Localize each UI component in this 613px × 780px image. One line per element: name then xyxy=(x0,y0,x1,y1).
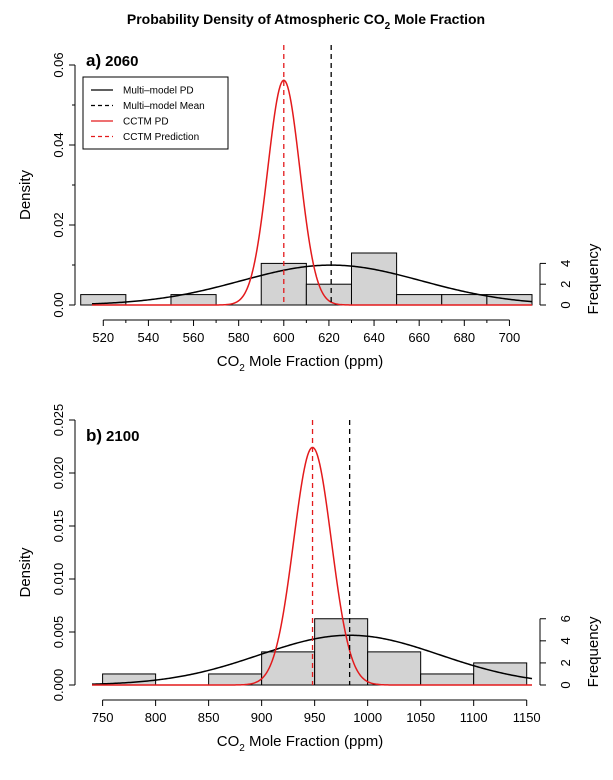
y-tick-label: 0.06 xyxy=(51,52,66,77)
freq-tick-label: 0 xyxy=(558,301,573,308)
x-tick-label: 680 xyxy=(453,330,475,345)
x-tick-label: 700 xyxy=(499,330,521,345)
freq-axis-title: Frequency xyxy=(585,616,602,687)
legend-label: CCTM Prediction xyxy=(123,132,199,143)
y-tick-label: 0.005 xyxy=(51,616,66,649)
histogram-bar xyxy=(305,283,352,306)
freq-tick-label: 6 xyxy=(558,615,573,622)
histogram-bar xyxy=(473,662,528,686)
x-tick-label: 800 xyxy=(145,710,167,725)
y-axis-title: Density xyxy=(17,547,34,598)
panel-2100: 750 800 850 900 950 1000 1050 1100 1150 0.000 0.00… xyxy=(17,404,602,754)
histogram-bar xyxy=(350,252,398,306)
legend-label: Multi–model Mean xyxy=(123,101,205,112)
x-tick-label: 620 xyxy=(318,330,340,345)
x-tick-label: 900 xyxy=(251,710,273,725)
freq-tick-label: 0 xyxy=(558,681,573,688)
legend-label: CCTM PD xyxy=(123,117,169,128)
y-tick-label: 0.010 xyxy=(51,563,66,596)
y-axis-title: Density xyxy=(17,169,34,220)
histogram-bar xyxy=(441,294,488,306)
x-tick-label: 560 xyxy=(183,330,205,345)
histogram-bar xyxy=(420,673,475,686)
y-tick-label: 0.000 xyxy=(51,669,66,702)
x-tick-label: 540 xyxy=(138,330,160,345)
y-tick-label: 0.02 xyxy=(51,212,66,237)
panel-2060: 520 540 560 580 600 620 640 660 680 700 0.00 0.02 0.… xyxy=(17,45,602,374)
x-tick-label: 640 xyxy=(363,330,385,345)
x-tick-label: 750 xyxy=(92,710,114,725)
y-tick-label: 0.015 xyxy=(51,510,66,543)
x-tick-label: 950 xyxy=(304,710,326,725)
histogram-bar xyxy=(367,651,422,686)
y-tick-label: 0.00 xyxy=(51,292,66,317)
panel-label: a) 2060 xyxy=(86,51,139,70)
legend: Multi–model PD Multi–model Mean CCTM PD CCT… xyxy=(82,76,229,150)
freq-axis-title: Frequency xyxy=(585,243,602,314)
freq-tick-label: 2 xyxy=(558,281,573,288)
y-tick-label: 0.04 xyxy=(51,132,66,157)
legend-label: Multi–model PD xyxy=(123,86,194,97)
x-tick-label: 1050 xyxy=(406,710,435,725)
x-tick-label: 600 xyxy=(273,330,295,345)
panel-label: b) 2100 xyxy=(86,426,139,445)
x-axis-title: CO2 Mole Fraction (ppm) xyxy=(217,353,383,374)
x-tick-label: 850 xyxy=(198,710,220,725)
freq-tick-label: 4 xyxy=(558,637,573,644)
histogram-bar xyxy=(396,294,443,306)
freq-tick-label: 2 xyxy=(558,659,573,666)
x-tick-label: 1000 xyxy=(353,710,382,725)
x-tick-label: 580 xyxy=(228,330,250,345)
y-tick-label: 0.020 xyxy=(51,457,66,490)
x-tick-label: 1100 xyxy=(460,710,488,725)
freq-tick-label: 4 xyxy=(558,260,573,267)
figure-title: Probability Density of Atmospheric CO2 M… xyxy=(127,11,485,32)
y-tick-label: 0.025 xyxy=(51,404,66,437)
multi-model-pd-curve xyxy=(91,264,533,305)
x-tick-label: 1150 xyxy=(513,710,541,725)
x-tick-label: 520 xyxy=(92,330,114,345)
x-axis-title: CO2 Mole Fraction (ppm) xyxy=(217,733,383,754)
cctm-pd-curve xyxy=(92,79,532,306)
x-tick-label: 660 xyxy=(408,330,430,345)
